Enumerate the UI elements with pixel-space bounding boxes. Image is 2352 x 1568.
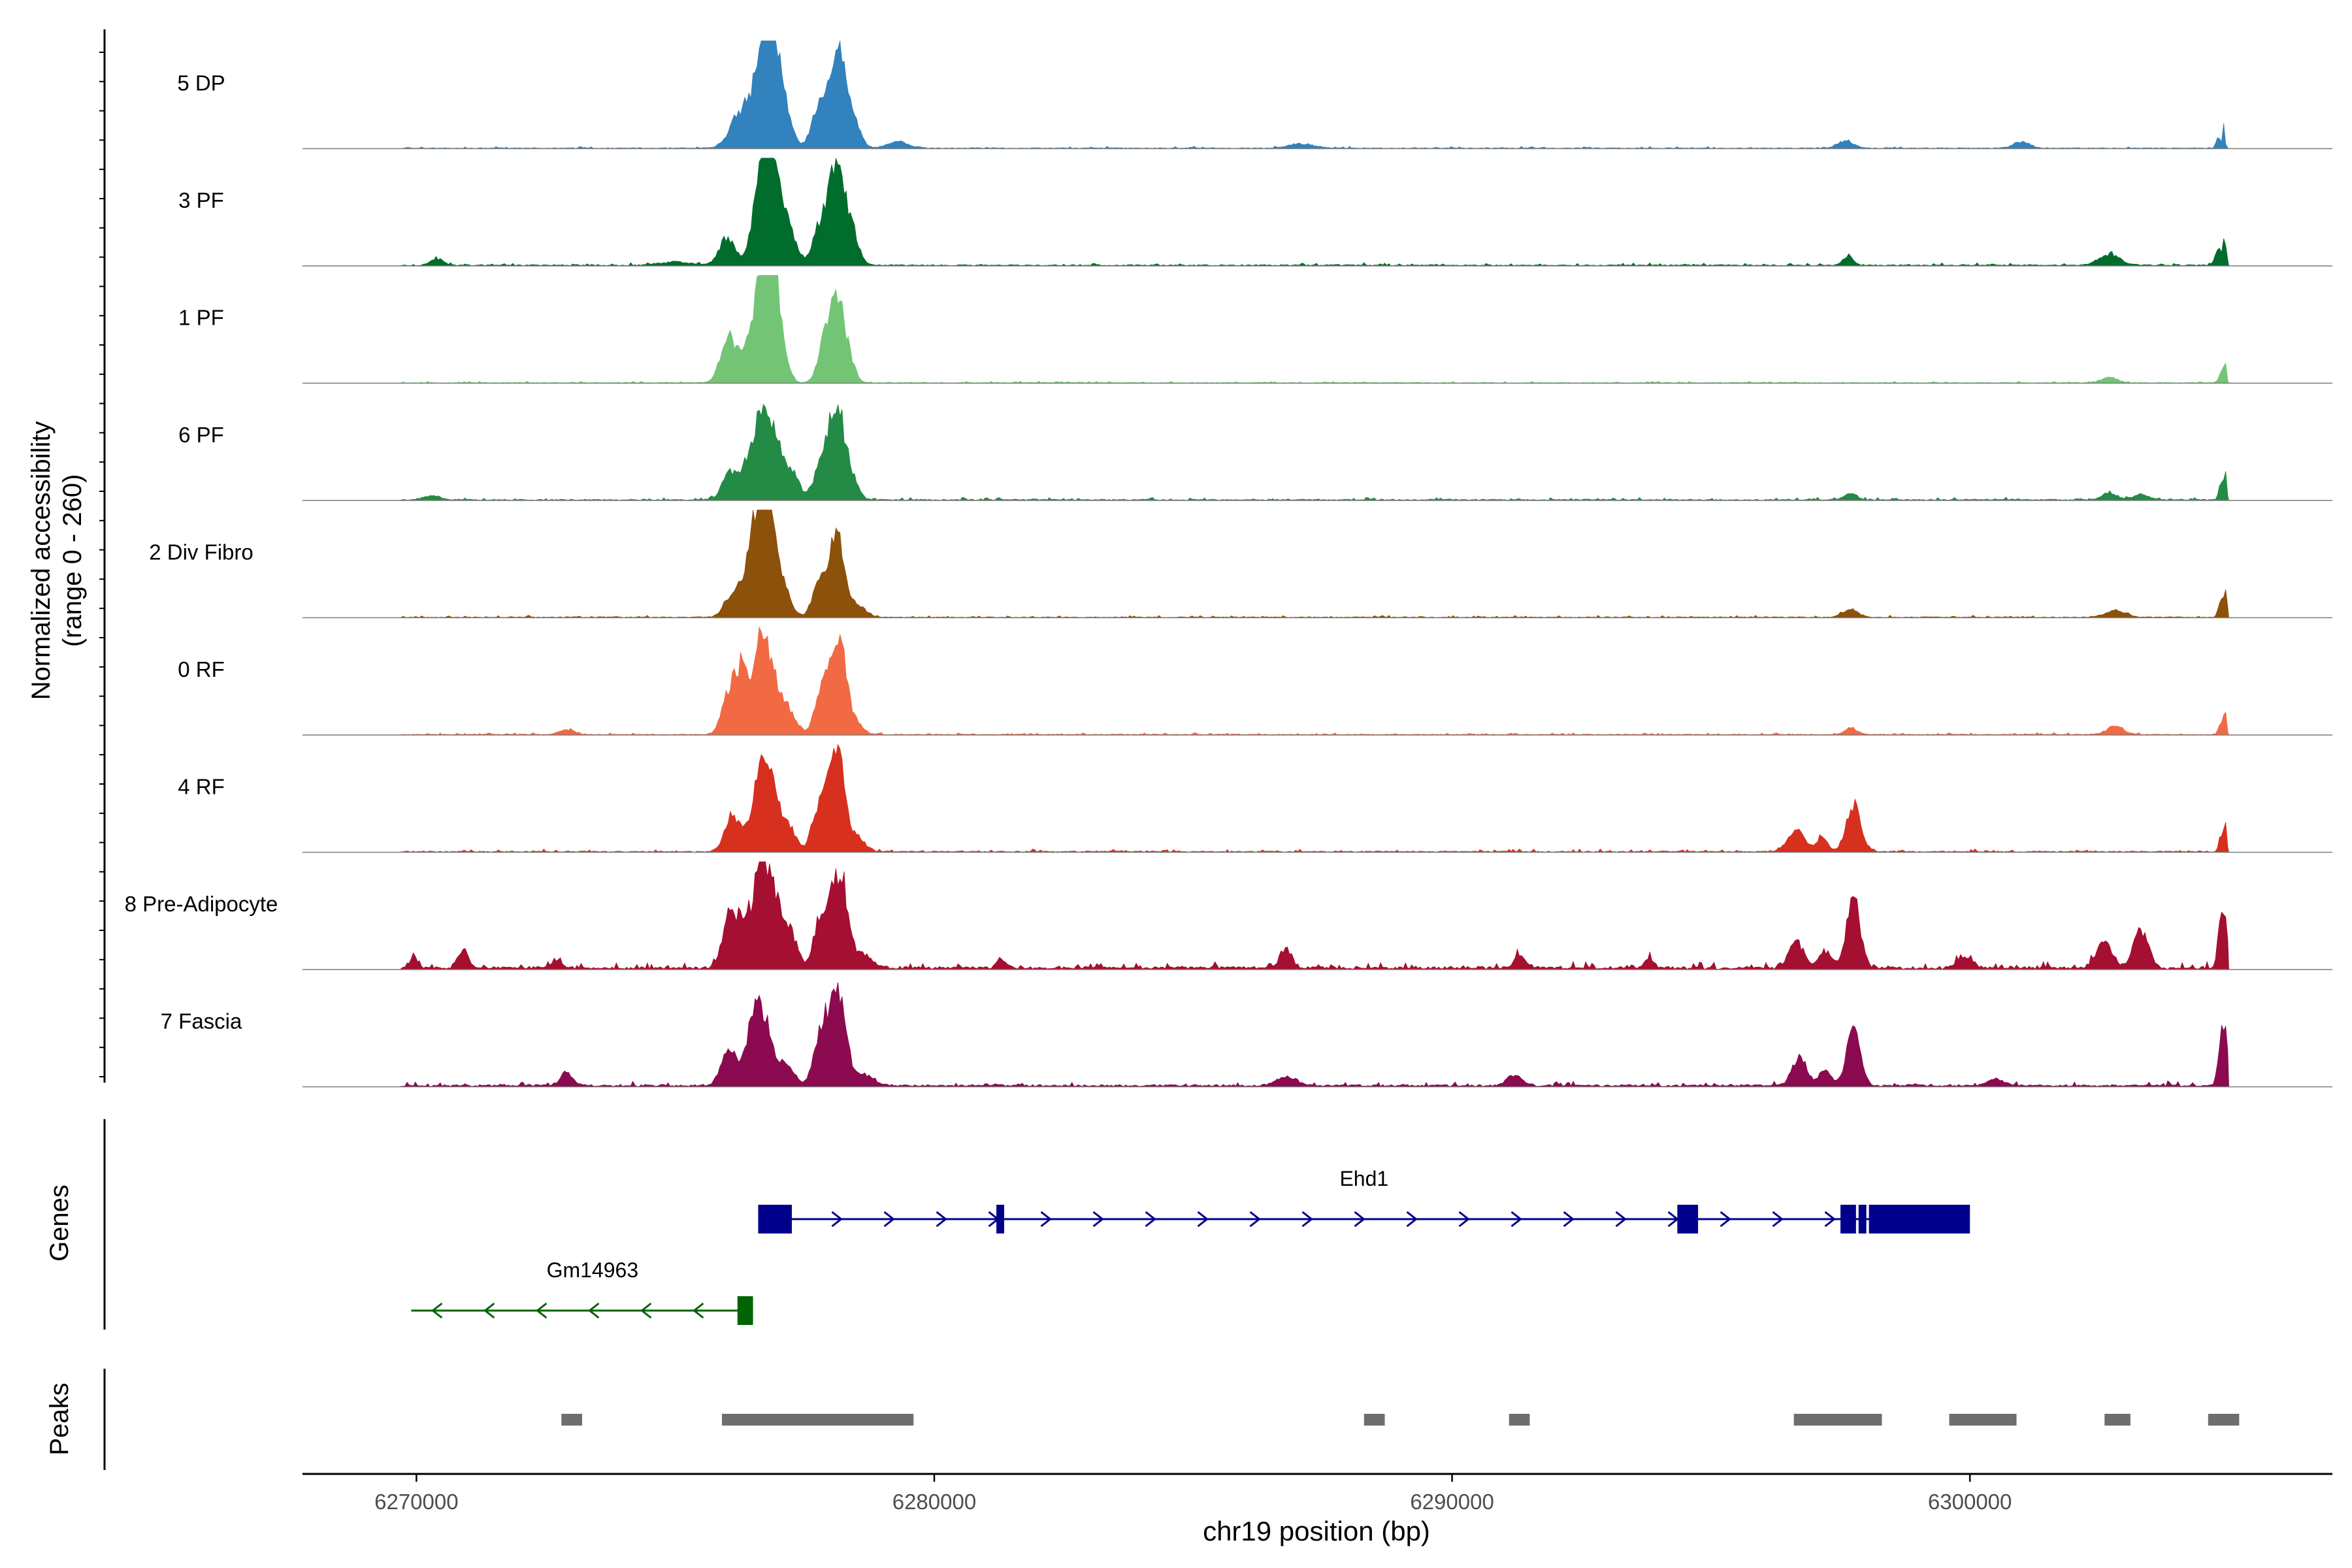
coverage-area [400,626,2230,736]
track-4-rf: 4 RF [178,743,2332,853]
track-label: 8 Pre-Adipocyte [125,892,278,916]
strand-arrow [1092,1211,1104,1228]
track-label: 7 Fascia [161,1009,242,1034]
strand-arrow [1354,1211,1365,1228]
track-label: 0 RF [178,657,225,681]
track-8-pre-adipocyte: 8 Pre-Adipocyte [125,861,2332,970]
y-axis-title-line2: (range 0 - 260) [58,474,87,647]
peaks-panel-label: Peaks [45,1382,74,1455]
track-0-rf: 0 RF [178,626,2332,736]
strand-arrow [431,1302,443,1319]
peak-region [1949,1414,2017,1426]
strand-arrow [883,1211,895,1228]
x-tick-label: 6270000 [374,1490,458,1514]
track-5-dp: 5 DP [177,41,2332,150]
strand-arrow [1197,1211,1209,1228]
track-label: 5 DP [177,71,225,95]
peaks-panel [561,1414,2240,1426]
strand-arrow [831,1211,843,1228]
strand-arrow [1824,1211,1836,1228]
peak-region [2104,1414,2131,1426]
track-label: 1 PF [178,306,224,330]
gene-exon [1869,1205,1970,1233]
gene-gm14963: Gm14963 [411,1258,753,1325]
strand-arrow [1720,1211,1731,1228]
track-label: 6 PF [178,423,224,447]
peak-region [2208,1414,2240,1426]
x-tick-label: 6280000 [892,1490,976,1514]
strand-arrow [588,1302,600,1319]
strand-arrow [1249,1211,1261,1228]
strand-arrow [936,1211,947,1228]
gene-exon [1677,1205,1699,1233]
x-tick-label: 6290000 [1410,1490,1494,1514]
coverage-area [400,41,2230,149]
strand-arrow [536,1302,547,1319]
track-2-div-fibro: 2 Div Fibro [149,510,2332,619]
coverage-tracks: 5 DP 3 PF 1 PF 6 PF 2 Div Fibro 0 RF 4 RF 8 Pre… [125,41,2332,1088]
gene-name-label: Gm14963 [547,1258,639,1282]
x-axis-title: chr19 position (bp) [1203,1516,1430,1546]
track-3-pf: 3 PF [178,157,2332,267]
gene-annotation-panel: Ehd1 Gm14963 [411,1167,1970,1325]
gene-name-label: Ehd1 [1339,1167,1388,1190]
axes: 6270000 6280000 6290000 6300000 [99,29,2332,1514]
genes-panel-label: Genes [45,1184,74,1262]
track-label: 2 Div Fibro [149,540,253,564]
gene-exon [996,1205,1004,1233]
gene-exon [1840,1205,1856,1233]
peak-region [1364,1414,1385,1426]
coverage-area [400,861,2229,970]
strand-arrow [483,1302,495,1319]
track-label: 3 PF [178,188,224,212]
gene-exon [737,1296,753,1325]
peak-region [561,1414,583,1426]
strand-arrow [693,1302,704,1319]
y-axis-title-line1: Normalized accessibility [27,421,56,700]
coverage-area [400,743,2229,853]
gene-exon [1858,1205,1867,1233]
gene-exon [758,1205,792,1233]
x-tick-label: 6300000 [1928,1490,2012,1514]
strand-arrow [1772,1211,1784,1228]
coverage-area [400,982,2229,1087]
track-7-fascia: 7 Fascia [161,982,2332,1088]
track-6-pf: 6 PF [178,403,2332,501]
track-label: 4 RF [178,775,225,799]
strand-arrow [1615,1211,1627,1228]
peak-region [722,1414,914,1426]
coverage-area [400,510,2229,618]
coverage-area [400,403,2229,501]
strand-arrow [640,1302,652,1319]
strand-arrow [1458,1211,1470,1228]
coverage-area [400,275,2230,384]
strand-arrow [1511,1211,1522,1228]
coverage-area [400,157,2229,267]
peak-region [1793,1414,1882,1426]
strand-arrow [1145,1211,1156,1228]
strand-arrow [1040,1211,1052,1228]
track-1-pf: 1 PF [178,275,2332,384]
gene-ehd1: Ehd1 [758,1167,1970,1233]
strand-arrow [1301,1211,1313,1228]
peak-region [1509,1414,1530,1426]
strand-arrow [1563,1211,1575,1228]
strand-arrow [1406,1211,1418,1228]
